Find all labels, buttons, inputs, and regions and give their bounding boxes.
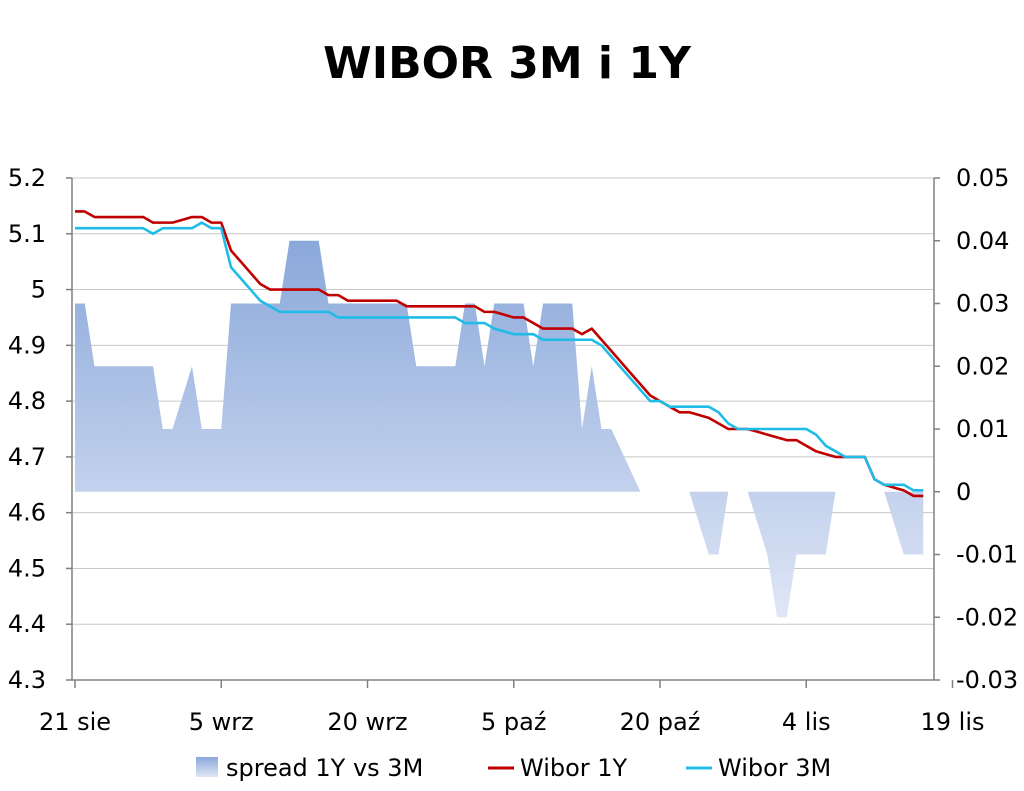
spread-area-layer: [75, 240, 924, 618]
chart-title: WIBOR 3M i 1Y: [323, 38, 692, 89]
y-right-tick-label: 0.04: [956, 227, 1009, 255]
x-tick-label: 4 lis: [782, 708, 831, 736]
y-right-tick-label: -0.02: [956, 603, 1018, 631]
y-left-ticks: 5.2 5.1 5 4.9 4.8 4.7 4.6 4.5 4.4 4.3: [8, 164, 46, 694]
y-left-tick-label: 4.4: [8, 610, 46, 638]
legend-label-wibor-1y: Wibor 1Y: [520, 754, 628, 782]
y-right-tick-label: -0.03: [956, 666, 1018, 694]
y-right-tick-label: 0: [956, 478, 971, 506]
y-right-tick-label: 0.03: [956, 290, 1009, 318]
y-left-tick-label: 4.7: [8, 443, 46, 471]
y-left-tick-label: 4.8: [8, 387, 46, 415]
y-left-tick-label: 4.6: [8, 499, 46, 527]
x-ticks: 21 sie 5 wrz 20 wrz 5 paź 20 paź 4 lis 19 lis: [39, 708, 985, 736]
legend-label-spread: spread 1Y vs 3M: [226, 754, 423, 782]
y-left-tick-label: 4.3: [8, 666, 46, 694]
x-tick-label: 19 lis: [920, 708, 984, 736]
lines-layer: [75, 210, 924, 498]
y-left-tick-label: 4.9: [8, 331, 46, 359]
y-left-tick-label: 4.5: [8, 554, 46, 582]
x-tick-label: 20 wrz: [327, 708, 407, 736]
y-right-tick-label: 0.01: [956, 415, 1009, 443]
y-right-tick-label: -0.01: [956, 541, 1018, 569]
legend: spread 1Y vs 3M Wibor 1Y Wibor 3M: [196, 754, 831, 782]
spread-area: [75, 240, 924, 618]
wibor-3m-line: [75, 221, 924, 492]
y-left-tick-label: 5: [31, 276, 46, 304]
x-tick-label: 5 paź: [481, 708, 546, 736]
wibor-1y-line: [75, 210, 924, 498]
x-tick-label: 5 wrz: [189, 708, 254, 736]
axes: [66, 177, 954, 688]
y-right-tick-label: 0.02: [956, 352, 1009, 380]
x-tick-label: 21 sie: [39, 708, 111, 736]
x-tick-label: 20 paź: [620, 708, 701, 736]
legend-swatch-spread: [196, 757, 218, 777]
y-left-tick-label: 5.1: [8, 220, 46, 248]
legend-label-wibor-3m: Wibor 3M: [718, 754, 831, 782]
y-left-tick-label: 5.2: [8, 164, 46, 192]
y-right-ticks: 0.05 0.04 0.03 0.02 0.01 0 -0.01 -0.02 -0.03: [956, 164, 1018, 694]
y-right-tick-label: 0.05: [956, 164, 1009, 192]
